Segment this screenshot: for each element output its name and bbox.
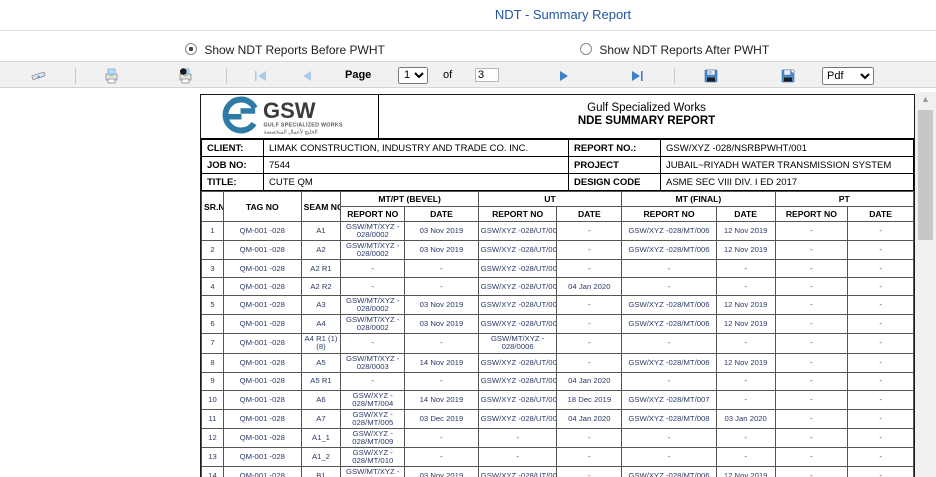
svg-text:GULF SPECIALIZED WORKS: GULF SPECIALIZED WORKS xyxy=(263,122,342,128)
svg-text:الخليج لأعمال المتخصصة: الخليج لأعمال المتخصصة xyxy=(263,127,317,135)
svg-text:GSW: GSW xyxy=(263,98,316,123)
